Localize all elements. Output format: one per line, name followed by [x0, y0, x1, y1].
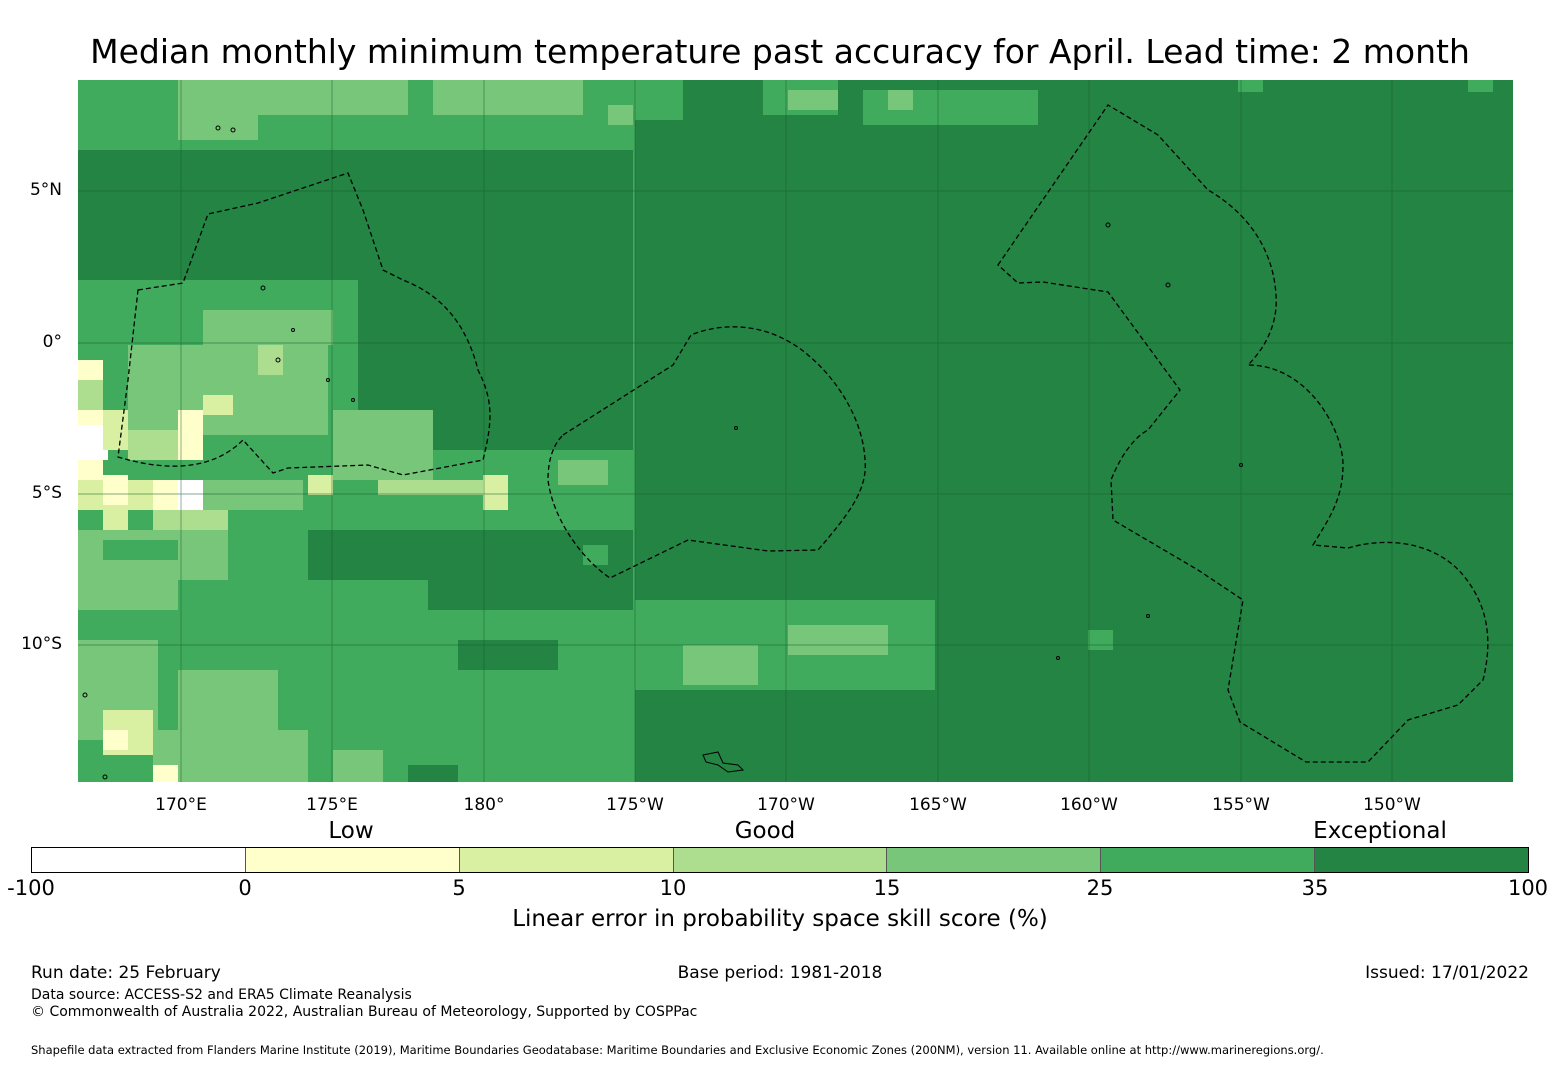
colorbar-segment: [32, 848, 246, 872]
graticule: [78, 80, 1513, 782]
colorbar: [31, 847, 1529, 873]
colorbar-tick: 25: [1086, 876, 1114, 900]
colorbar-tick: 0: [238, 876, 252, 900]
colorbar-title: Linear error in probability space skill …: [512, 906, 1048, 932]
legend-category-good: Good: [734, 818, 796, 844]
lon-label-175w: 175°W: [606, 795, 664, 815]
colorbar-tick: 100: [1507, 876, 1549, 900]
lon-label-170e: 170°E: [155, 795, 207, 815]
lon-label-150w: 150°W: [1363, 795, 1421, 815]
colorbar-segment: [1315, 848, 1529, 872]
eez-kiribati-gilbert: [117, 172, 491, 476]
chart-title: Median monthly minimum temperature past …: [90, 32, 1470, 71]
colorbar-tick: -100: [7, 876, 55, 900]
lat-label-10s: 10°S: [21, 634, 62, 654]
lon-label-170w: 170°W: [757, 795, 815, 815]
lon-label-165w: 165°W: [909, 795, 967, 815]
grid-cells: [78, 80, 1513, 782]
colorbar-tick: 10: [659, 876, 687, 900]
skill-map: [78, 80, 1513, 782]
colorbar-segment: [673, 848, 888, 872]
lon-label-180: 180°: [463, 795, 505, 815]
skill-grid: [78, 80, 1513, 782]
lat-label-5s: 5°S: [31, 483, 62, 503]
colorbar-segment: [245, 848, 460, 872]
lon-label-155w: 155°W: [1212, 795, 1270, 815]
eez-line-islands: [997, 104, 1489, 763]
lon-label-160w: 160°W: [1060, 795, 1118, 815]
legend-category-exceptional: Exceptional: [1313, 818, 1447, 844]
copyright: © Commonwealth of Australia 2022, Austra…: [31, 1004, 698, 1020]
colorbar-segment: [1101, 848, 1316, 872]
samoa-island: [702, 751, 745, 773]
legend-category-low: Low: [328, 818, 374, 844]
base-period: Base period: 1981-2018: [677, 963, 883, 983]
colorbar-segment: [459, 848, 674, 872]
shapefile-credit: Shapefile data extracted from Flanders M…: [31, 1043, 1324, 1057]
data-source: Data source: ACCESS-S2 and ERA5 Climate …: [31, 987, 412, 1003]
colorbar-tick: 15: [873, 876, 901, 900]
colorbar-segment: [887, 848, 1102, 872]
issued-date: Issued: 17/01/2022: [1365, 963, 1529, 983]
islands: [82, 125, 1243, 780]
lat-label-0: 0°: [42, 332, 62, 352]
run-date: Run date: 25 February: [31, 963, 221, 983]
lon-label-175e: 175°E: [306, 795, 358, 815]
lat-label-5n: 5°N: [29, 180, 62, 200]
colorbar-tick: 35: [1301, 876, 1329, 900]
colorbar-tick: 5: [452, 876, 466, 900]
eez-boundaries: [117, 104, 1489, 763]
